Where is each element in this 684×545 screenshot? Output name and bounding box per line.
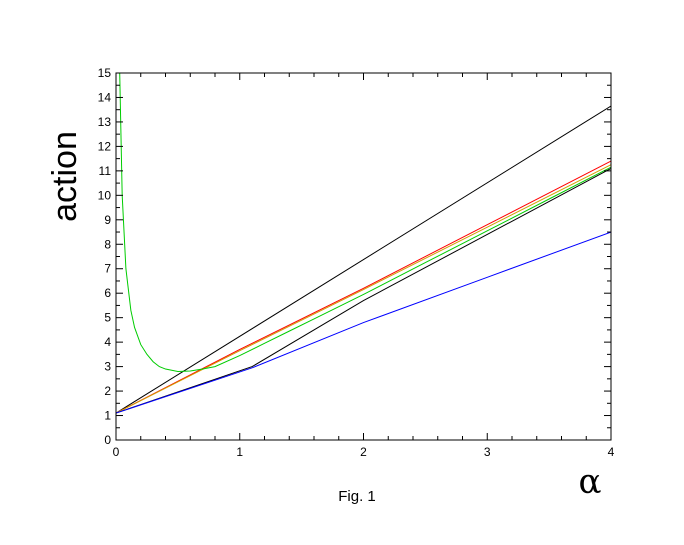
y-tick-label: 9: [104, 213, 111, 227]
y-tick-label: 15: [98, 66, 112, 80]
y-tick-label: 10: [98, 188, 112, 202]
series-line-4: [116, 167, 611, 414]
series-line-3: [116, 164, 611, 414]
y-tick-label: 5: [104, 311, 111, 325]
x-tick-label: 3: [484, 445, 491, 459]
y-tick-label: 11: [99, 164, 112, 178]
figure-caption: Fig. 1: [338, 488, 376, 505]
x-tick-label: 0: [113, 445, 120, 459]
series-line-1: [116, 105, 611, 414]
plot-frame: [115, 72, 612, 441]
y-tick-label: 13: [98, 115, 112, 129]
series-line-2: [116, 160, 611, 414]
y-tick-label: 1: [104, 409, 111, 423]
x-tick-label: 1: [236, 445, 243, 459]
series-layer: [116, 73, 611, 414]
y-tick-label: 2: [104, 384, 111, 398]
y-axis-label: action: [46, 131, 84, 222]
x-axis-label: α: [579, 462, 602, 502]
x-tick-label: 4: [608, 445, 615, 459]
y-tick-label: 4: [104, 335, 111, 349]
y-tick-label: 12: [98, 139, 112, 153]
series-line-5: [116, 231, 611, 414]
y-tick-label: 0: [104, 433, 111, 447]
y-tick-label: 6: [104, 286, 111, 300]
series-line-6: [119, 73, 611, 372]
x-tick-label: 2: [360, 445, 367, 459]
y-tick-label: 3: [104, 360, 111, 374]
y-tick-label: 8: [104, 237, 111, 251]
y-tick-label: 7: [104, 262, 111, 276]
y-tick-label: 14: [98, 90, 112, 104]
